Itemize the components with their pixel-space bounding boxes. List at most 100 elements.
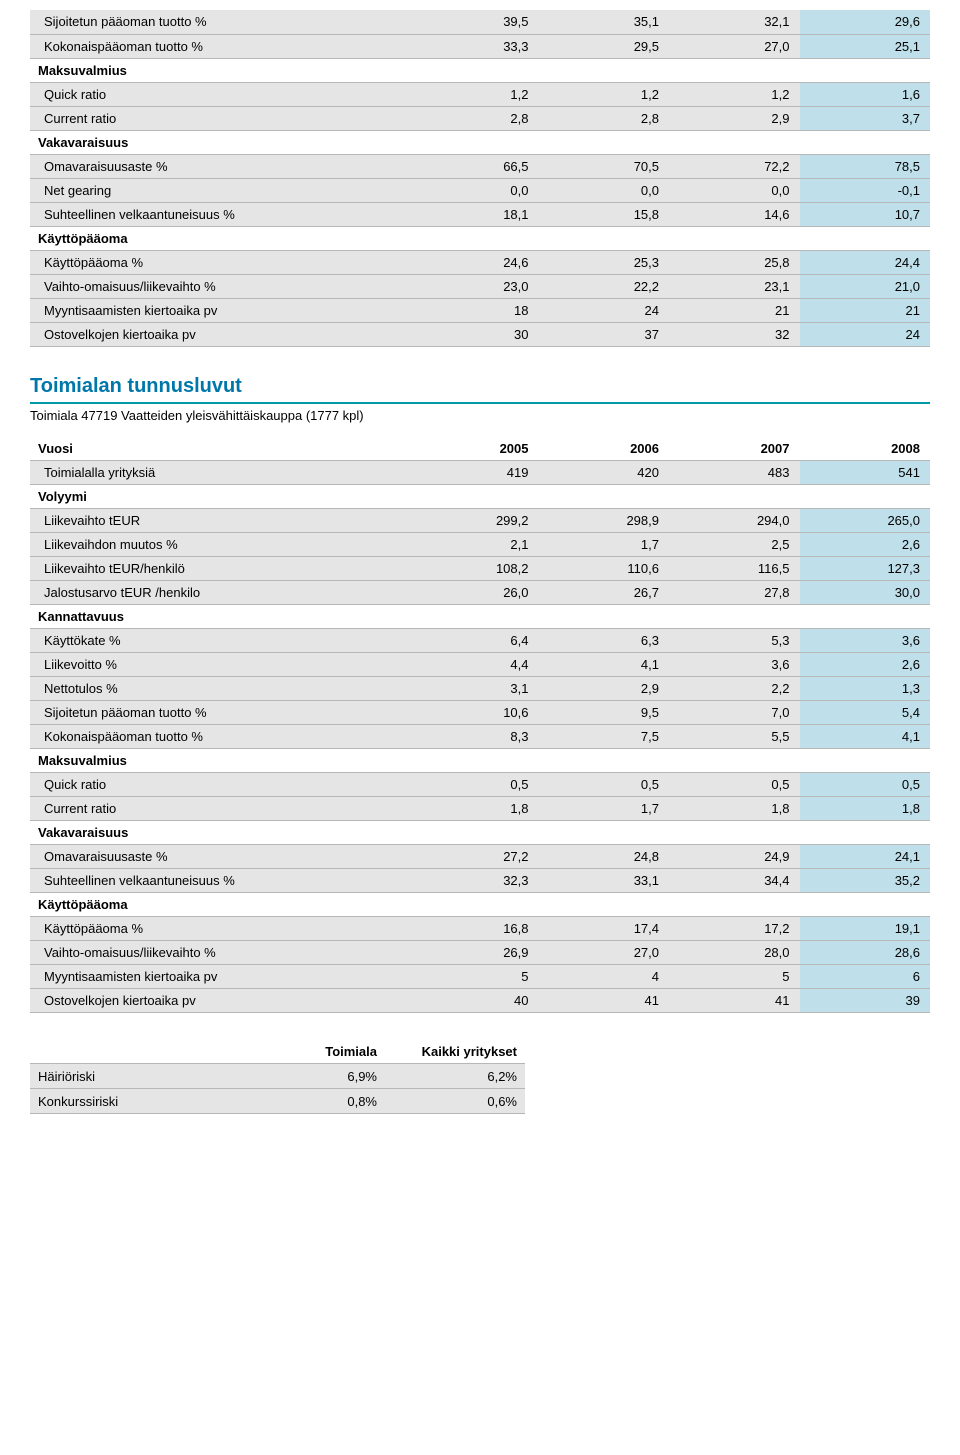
row-value: 0,5 xyxy=(539,773,670,797)
row-label: Liikevaihto tEUR/henkilö xyxy=(30,557,408,581)
row-value: 17,2 xyxy=(669,917,800,941)
row-value: 35,1 xyxy=(539,10,670,34)
table-row: Kannattavuus xyxy=(30,605,930,629)
row-value: 70,5 xyxy=(539,154,670,178)
row-value: 10,7 xyxy=(800,202,931,226)
row-value: 2,8 xyxy=(408,106,539,130)
row-value: 1,2 xyxy=(669,82,800,106)
row-label: Volyymi xyxy=(30,485,408,509)
row-value: 5 xyxy=(669,965,800,989)
row-value xyxy=(800,485,931,509)
row-value: 34,4 xyxy=(669,869,800,893)
row-value: 33,1 xyxy=(539,869,670,893)
row-label: Kokonaispääoman tuotto % xyxy=(30,725,408,749)
risk-row-label: Häiriöriski xyxy=(30,1064,249,1089)
row-value: 10,6 xyxy=(408,701,539,725)
table-row: Quick ratio0,50,50,50,5 xyxy=(30,773,930,797)
row-value: 35,2 xyxy=(800,869,931,893)
row-value: 29,6 xyxy=(800,10,931,34)
row-value xyxy=(800,821,931,845)
risk-row-value: 0,6% xyxy=(385,1089,525,1114)
row-value: 41 xyxy=(669,989,800,1013)
row-value: 24,9 xyxy=(669,845,800,869)
row-value xyxy=(539,749,670,773)
section-title: Toimialan tunnusluvut xyxy=(30,375,930,404)
row-value xyxy=(408,226,539,250)
row-value: 6,3 xyxy=(539,629,670,653)
row-value: 27,8 xyxy=(669,581,800,605)
row-value: 32,1 xyxy=(669,10,800,34)
row-label: Suhteellinen velkaantuneisuus % xyxy=(30,202,408,226)
row-label: Liikevaihto tEUR xyxy=(30,509,408,533)
table-row: Liikevoitto %4,44,13,62,6 xyxy=(30,653,930,677)
row-value: 3,7 xyxy=(800,106,931,130)
row-value: 16,8 xyxy=(408,917,539,941)
row-value: 15,8 xyxy=(539,202,670,226)
row-value: 24,6 xyxy=(408,250,539,274)
row-value: 6,4 xyxy=(408,629,539,653)
row-label: Ostovelkojen kiertoaika pv xyxy=(30,322,408,346)
risk-row-value: 6,9% xyxy=(249,1064,385,1089)
row-value: 39 xyxy=(800,989,931,1013)
row-label: Sijoitetun pääoman tuotto % xyxy=(30,701,408,725)
table-row: Käyttöpääoma %24,625,325,824,4 xyxy=(30,250,930,274)
row-value: 30,0 xyxy=(800,581,931,605)
row-value: 116,5 xyxy=(669,557,800,581)
table-row: Vaihto-omaisuus/liikevaihto %23,022,223,… xyxy=(30,274,930,298)
row-value xyxy=(669,605,800,629)
table-row: Kokonaispääoman tuotto %8,37,55,54,1 xyxy=(30,725,930,749)
row-value: 27,2 xyxy=(408,845,539,869)
row-value: 1,3 xyxy=(800,677,931,701)
table-row: Käyttöpääoma xyxy=(30,226,930,250)
row-value: 9,5 xyxy=(539,701,670,725)
row-value: 2,5 xyxy=(669,533,800,557)
row-label: Quick ratio xyxy=(30,773,408,797)
risk-row: Konkurssiriski0,8%0,6% xyxy=(30,1089,525,1114)
row-label: Vaihto-omaisuus/liikevaihto % xyxy=(30,274,408,298)
row-value: 66,5 xyxy=(408,154,539,178)
table-row: Sijoitetun pääoman tuotto %39,535,132,12… xyxy=(30,10,930,34)
row-value: 483 xyxy=(669,461,800,485)
row-value: 541 xyxy=(800,461,931,485)
row-value: 2,8 xyxy=(539,106,670,130)
row-value: 26,9 xyxy=(408,941,539,965)
row-value: 5,3 xyxy=(669,629,800,653)
row-value: 419 xyxy=(408,461,539,485)
row-value: 298,9 xyxy=(539,509,670,533)
table-row: Omavaraisuusaste %27,224,824,924,1 xyxy=(30,845,930,869)
row-value: 1,6 xyxy=(800,82,931,106)
row-value xyxy=(539,893,670,917)
header-col: 2008 xyxy=(800,437,931,461)
row-value xyxy=(408,130,539,154)
row-value: 0,5 xyxy=(800,773,931,797)
risk-table: ToimialaKaikki yrityksetHäiriöriski6,9%6… xyxy=(30,1039,525,1114)
row-label: Vakavaraisuus xyxy=(30,821,408,845)
row-value: 78,5 xyxy=(800,154,931,178)
row-value: 25,8 xyxy=(669,250,800,274)
row-label: Omavaraisuusaste % xyxy=(30,845,408,869)
row-value xyxy=(539,130,670,154)
row-value: 2,9 xyxy=(669,106,800,130)
row-value: 33,3 xyxy=(408,34,539,58)
row-value xyxy=(539,226,670,250)
row-value: 39,5 xyxy=(408,10,539,34)
row-value: 299,2 xyxy=(408,509,539,533)
risk-header-col: Kaikki yritykset xyxy=(385,1039,525,1064)
row-value: 2,9 xyxy=(539,677,670,701)
row-label: Liikevaihdon muutos % xyxy=(30,533,408,557)
row-value: 1,8 xyxy=(669,797,800,821)
row-value: 2,1 xyxy=(408,533,539,557)
table-header-row: Vuosi2005200620072008 xyxy=(30,437,930,461)
header-col: 2006 xyxy=(539,437,670,461)
row-value: 0,5 xyxy=(408,773,539,797)
row-value: 21 xyxy=(669,298,800,322)
row-value xyxy=(669,749,800,773)
table-row: Vakavaraisuus xyxy=(30,821,930,845)
row-label: Suhteellinen velkaantuneisuus % xyxy=(30,869,408,893)
row-value xyxy=(539,58,670,82)
row-value xyxy=(669,226,800,250)
row-label: Kannattavuus xyxy=(30,605,408,629)
row-value: 5,4 xyxy=(800,701,931,725)
row-value xyxy=(800,130,931,154)
row-value: 22,2 xyxy=(539,274,670,298)
